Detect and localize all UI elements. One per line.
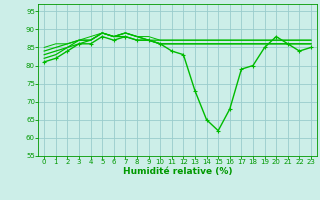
X-axis label: Humidité relative (%): Humidité relative (%) xyxy=(123,167,232,176)
